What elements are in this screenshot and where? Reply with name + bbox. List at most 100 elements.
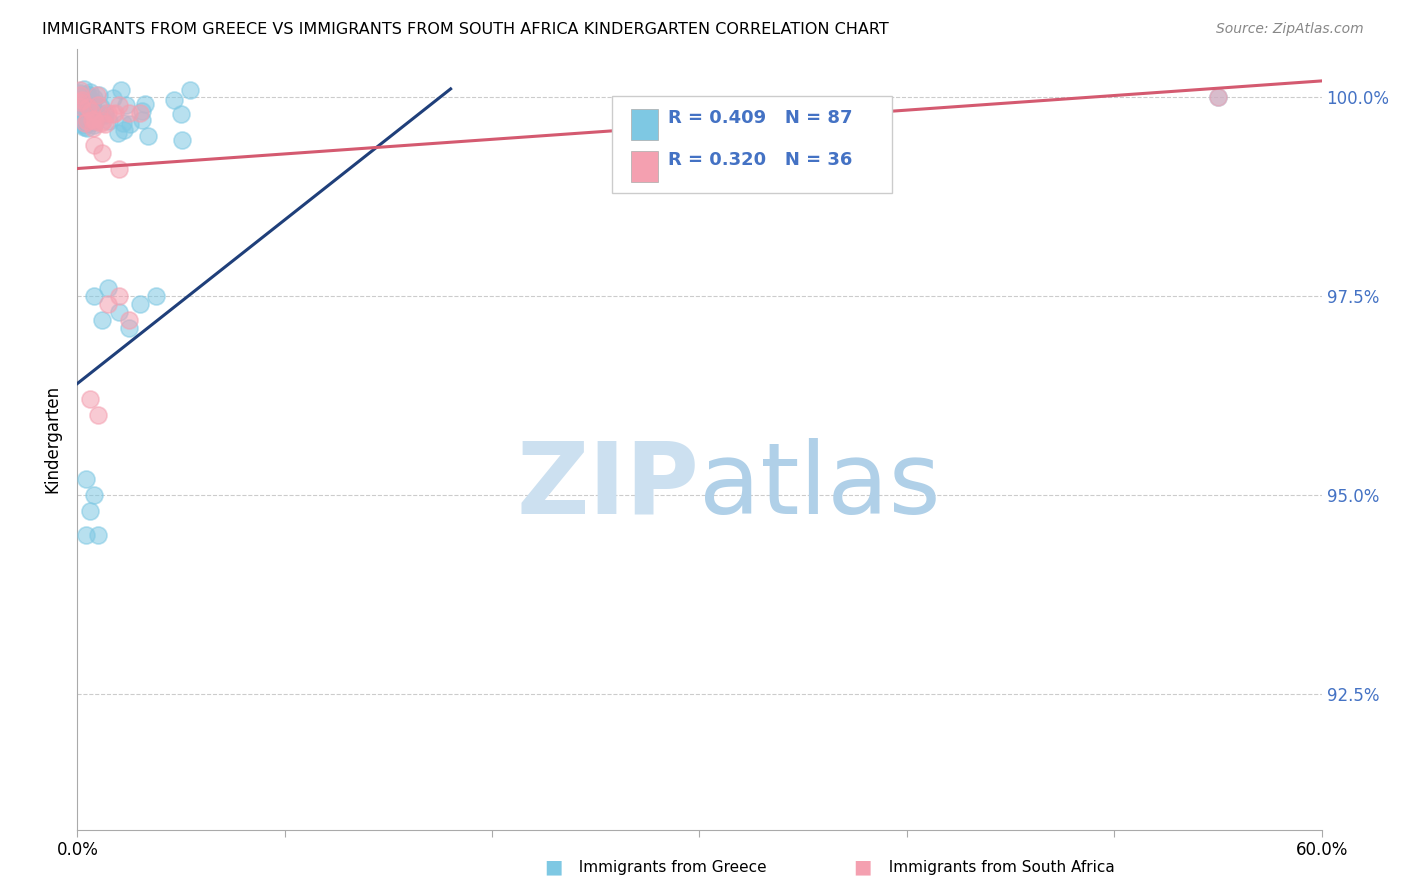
Point bbox=[70, 106, 93, 120]
Point bbox=[69, 87, 91, 101]
Point bbox=[69, 87, 91, 102]
Point bbox=[108, 289, 131, 303]
Text: R = 0.320   N = 36: R = 0.320 N = 36 bbox=[668, 152, 853, 169]
Point bbox=[87, 409, 110, 423]
Text: Immigrants from Greece: Immigrants from Greece bbox=[569, 860, 768, 874]
Point bbox=[76, 100, 98, 114]
Point bbox=[80, 104, 103, 119]
Point bbox=[70, 101, 93, 115]
Point bbox=[67, 95, 90, 110]
Point bbox=[75, 116, 97, 130]
Point bbox=[145, 289, 167, 303]
Point bbox=[103, 107, 125, 121]
Point bbox=[70, 105, 93, 120]
Point bbox=[170, 107, 193, 121]
Text: atlas: atlas bbox=[700, 438, 941, 534]
Point bbox=[83, 114, 105, 128]
Point bbox=[82, 94, 104, 108]
Point bbox=[108, 98, 131, 112]
Point bbox=[77, 109, 100, 123]
Point bbox=[83, 91, 105, 105]
Point bbox=[90, 116, 112, 130]
Point bbox=[91, 108, 114, 122]
Point bbox=[1206, 90, 1229, 104]
Point bbox=[108, 161, 131, 176]
Text: ZIP: ZIP bbox=[516, 438, 700, 534]
Point bbox=[67, 116, 90, 130]
Point bbox=[82, 115, 104, 129]
Point bbox=[77, 100, 100, 114]
Point bbox=[98, 113, 121, 128]
Point bbox=[87, 87, 110, 102]
Point bbox=[75, 95, 97, 109]
Point bbox=[83, 112, 105, 126]
Point bbox=[79, 85, 101, 99]
Point bbox=[82, 121, 104, 136]
Point bbox=[94, 107, 117, 121]
Text: ■: ■ bbox=[544, 857, 562, 877]
Point bbox=[86, 87, 108, 102]
Point bbox=[76, 87, 98, 101]
Point bbox=[136, 128, 159, 143]
Point bbox=[83, 137, 105, 152]
Point bbox=[73, 112, 96, 127]
Point bbox=[80, 113, 103, 128]
Point bbox=[131, 112, 153, 127]
Point bbox=[82, 110, 104, 124]
Point bbox=[131, 104, 153, 119]
Point bbox=[97, 297, 120, 311]
Point bbox=[72, 88, 94, 103]
Bar bbox=[631, 109, 658, 140]
Point bbox=[115, 98, 138, 112]
Point bbox=[73, 107, 96, 121]
Point bbox=[120, 118, 142, 132]
Point bbox=[79, 504, 101, 518]
Bar bbox=[631, 151, 658, 182]
Text: IMMIGRANTS FROM GREECE VS IMMIGRANTS FROM SOUTH AFRICA KINDERGARTEN CORRELATION : IMMIGRANTS FROM GREECE VS IMMIGRANTS FRO… bbox=[42, 22, 889, 37]
Point bbox=[73, 112, 96, 126]
Point bbox=[70, 93, 93, 107]
Point bbox=[76, 87, 98, 102]
Point bbox=[75, 472, 97, 486]
Point bbox=[79, 98, 101, 112]
Point bbox=[118, 321, 141, 335]
Point bbox=[118, 313, 141, 327]
Point bbox=[72, 94, 94, 108]
Point bbox=[75, 116, 97, 130]
Point bbox=[75, 98, 97, 112]
Point bbox=[87, 528, 110, 542]
Point bbox=[111, 115, 134, 129]
Point bbox=[94, 106, 117, 120]
Point bbox=[69, 83, 91, 97]
Text: Immigrants from South Africa: Immigrants from South Africa bbox=[879, 860, 1115, 874]
Point bbox=[77, 115, 100, 129]
Point bbox=[1206, 90, 1229, 104]
Point bbox=[69, 95, 91, 109]
FancyBboxPatch shape bbox=[613, 96, 893, 194]
Point bbox=[70, 109, 93, 123]
Point bbox=[72, 106, 94, 120]
Point bbox=[82, 101, 104, 115]
Point bbox=[75, 110, 97, 124]
Point bbox=[73, 82, 96, 96]
Text: R = 0.409   N = 87: R = 0.409 N = 87 bbox=[668, 109, 853, 128]
Point bbox=[114, 123, 136, 137]
Point bbox=[179, 83, 201, 97]
Point bbox=[97, 105, 120, 120]
Point bbox=[110, 83, 132, 97]
Point bbox=[69, 96, 91, 111]
Point bbox=[90, 99, 112, 113]
Point bbox=[128, 105, 150, 120]
Point bbox=[75, 528, 97, 542]
Point bbox=[103, 91, 125, 105]
Point bbox=[72, 119, 94, 133]
Point bbox=[70, 94, 93, 108]
Point bbox=[70, 105, 93, 120]
Point bbox=[72, 99, 94, 113]
Point bbox=[91, 114, 114, 128]
Point bbox=[108, 305, 131, 319]
Point bbox=[107, 126, 129, 140]
Point bbox=[76, 93, 98, 107]
Point bbox=[67, 114, 90, 128]
Point bbox=[75, 95, 97, 110]
